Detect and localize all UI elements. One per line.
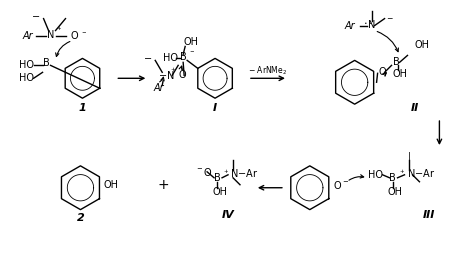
Text: $-$: $-$: [143, 52, 152, 62]
Text: HO: HO: [368, 170, 383, 180]
Text: OH: OH: [212, 187, 227, 197]
Text: III: III: [423, 210, 436, 220]
Text: B: B: [389, 173, 396, 183]
Text: OH: OH: [103, 180, 118, 190]
Text: 1: 1: [79, 103, 86, 113]
Text: O: O: [178, 70, 186, 80]
Text: OH: OH: [414, 41, 429, 51]
Text: B: B: [180, 52, 187, 62]
Text: Ar: Ar: [23, 30, 33, 41]
Text: $-$: $-$: [31, 10, 41, 20]
Text: Ar: Ar: [153, 83, 164, 93]
Text: N$-$Ar: N$-$Ar: [407, 167, 435, 179]
Text: $\mathregular{N}$: $\mathregular{N}$: [46, 27, 55, 39]
Text: $^+$: $^+$: [169, 67, 176, 76]
Text: OH: OH: [388, 187, 402, 197]
Text: B: B: [392, 57, 399, 67]
Text: HO: HO: [18, 60, 34, 70]
Text: HO: HO: [163, 53, 178, 63]
Text: +: +: [157, 178, 169, 192]
Text: $-$: $-$: [385, 12, 393, 21]
Text: $^-$: $^-$: [188, 48, 195, 57]
Text: $^+$: $^+$: [398, 168, 405, 177]
Text: $\cdot\cdot$: $\cdot\cdot$: [363, 17, 373, 27]
Text: N$-$Ar: N$-$Ar: [230, 167, 258, 179]
Text: B: B: [43, 58, 50, 68]
Text: HO: HO: [18, 73, 34, 83]
Text: $^+$: $^+$: [222, 168, 229, 177]
Text: $-$N: $-$N: [158, 69, 175, 81]
Text: $|$: $|$: [408, 150, 411, 164]
Text: 2: 2: [77, 213, 84, 222]
Text: $^-$O: $^-$O: [195, 166, 213, 178]
Text: Ar: Ar: [345, 21, 356, 30]
Text: B: B: [214, 173, 220, 183]
Text: II: II: [410, 103, 419, 113]
Text: I: I: [213, 103, 217, 113]
Text: OH: OH: [183, 38, 198, 48]
Text: $^-$: $^-$: [81, 29, 88, 38]
Text: OH: OH: [392, 69, 408, 79]
Text: O: O: [71, 30, 78, 41]
Text: $^+$: $^+$: [55, 25, 62, 34]
Text: O: O: [379, 67, 386, 77]
Text: $\mathregular{N}$: $\mathregular{N}$: [367, 18, 376, 30]
Text: IV: IV: [222, 210, 235, 220]
Text: $-$ ArNMe$_2$: $-$ ArNMe$_2$: [248, 64, 287, 77]
Text: O$^-$: O$^-$: [333, 179, 349, 191]
